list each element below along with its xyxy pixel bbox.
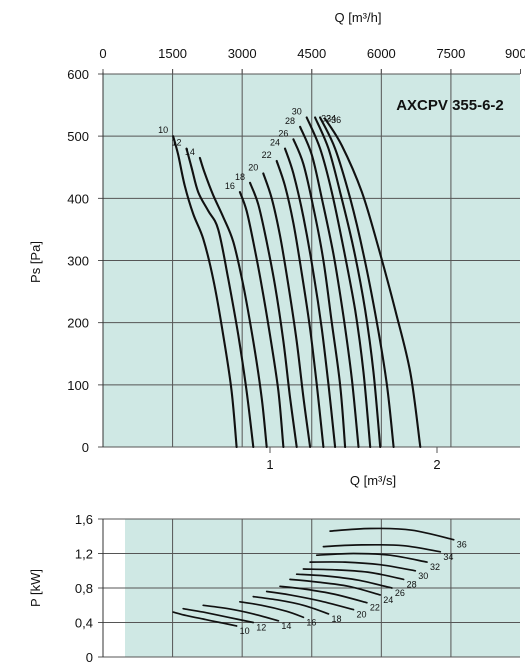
power-y-axis-title: P [kW] (28, 569, 43, 607)
pressure-curve-18 (248, 181, 298, 449)
power-curve-22 (279, 585, 368, 604)
power-curve-20 (265, 590, 355, 611)
power-curve-10 (172, 611, 238, 627)
pressure-curve-14 (198, 156, 268, 449)
power-curve-label-28: 28 (407, 579, 417, 589)
y-tick-label: 0 (82, 440, 89, 455)
power-curve-label-36: 36 (457, 540, 467, 550)
power-curve-label-14: 14 (281, 621, 291, 631)
pressure-curve-26 (292, 138, 347, 449)
pressure-curve-label-16: 16 (225, 181, 235, 191)
power-y-tick-label: 1,2 (75, 547, 93, 562)
x2-axis-title: Q [m³/h] (335, 10, 382, 25)
y-tick-label: 200 (67, 316, 89, 331)
power-curve-36 (329, 527, 455, 541)
pressure-curve-label-30: 30 (292, 107, 302, 117)
pressure-curve-label-20: 20 (248, 162, 258, 172)
power-curve-label-16: 16 (306, 617, 316, 627)
power-curve-label-34: 34 (443, 552, 453, 562)
power-curve-30 (309, 561, 417, 572)
pressure-curve-16 (238, 191, 285, 449)
pressure-curve-28 (299, 125, 360, 449)
pressure-curve-24 (283, 147, 337, 449)
pressure-curve-36 (324, 117, 422, 449)
x2-tick-label: 6000 (367, 46, 396, 61)
pressure-curve-label-18: 18 (235, 172, 245, 182)
power-curve-label-20: 20 (357, 610, 367, 620)
power-curve-label-24: 24 (383, 595, 393, 605)
pressure-curve-34 (319, 116, 395, 449)
power-curve-32 (315, 552, 428, 563)
x2-tick-label: 0 (99, 46, 106, 61)
power-curve-label-30: 30 (418, 571, 428, 581)
power-curve-label-12: 12 (256, 623, 266, 633)
y-tick-label: 600 (67, 67, 89, 82)
pressure-curve-label-10: 10 (158, 125, 168, 135)
power-curve-label-10: 10 (240, 626, 250, 636)
power-y-tick-label: 0,8 (75, 581, 93, 596)
pressure-curve-20 (262, 172, 312, 449)
power-curve-label-18: 18 (331, 614, 341, 624)
x2-tick-label: 7500 (436, 46, 465, 61)
power-y-tick-label: 1,6 (75, 512, 93, 527)
y-axis-title: Ps [Pa] (28, 241, 43, 283)
y-tick-label: 500 (67, 129, 89, 144)
power-curve-12 (182, 607, 255, 624)
x-tick-label: 2 (433, 457, 440, 472)
power-curve-16 (239, 600, 305, 619)
power-y-tick-label: 0,4 (75, 616, 93, 631)
pressure-curve-label-26: 26 (278, 128, 288, 138)
pressure-curve-10 (172, 135, 238, 449)
power-curve-label-26: 26 (395, 588, 405, 598)
chart-title: AXCPV 355-6-2 (396, 97, 504, 114)
power-curve-26 (295, 573, 393, 589)
x2-tick-label: 3000 (228, 46, 257, 61)
y-tick-label: 300 (67, 254, 89, 269)
power-y-tick-label: 0 (86, 650, 93, 665)
power-curve-28 (302, 568, 405, 581)
pressure-curve-22 (275, 159, 325, 449)
power-curve-label-32: 32 (430, 562, 440, 572)
pressure-curve-32 (314, 116, 382, 449)
pressure-curve-label-24: 24 (270, 138, 280, 148)
x-tick-label: 1 (266, 457, 273, 472)
x2-tick-label: 4500 (297, 46, 326, 61)
x2-tick-label: 1500 (158, 46, 187, 61)
pressure-curve-30 (305, 116, 372, 449)
pressure-curve-label-12: 12 (171, 138, 181, 148)
power-curve-24 (289, 578, 382, 596)
power-curve-label-22: 22 (370, 603, 380, 613)
pressure-curve-label-28: 28 (285, 116, 295, 126)
power-curve-chart: 00,40,81,21,6P [kW]10 12 14 16 18 20222426283… (28, 512, 520, 665)
pressure-curve-label-14: 14 (185, 147, 195, 157)
pressure-curve-label-36: 36 (331, 115, 341, 125)
x-axis-title: Q [m³/s] (350, 473, 396, 488)
power-curve-18 (252, 595, 330, 615)
y-tick-label: 100 (67, 378, 89, 393)
y-tick-label: 400 (67, 191, 89, 206)
pressure-curve-12 (185, 147, 255, 449)
pressure-curve-label-22: 22 (262, 150, 272, 160)
pressure-curve-label-34: 34 (326, 114, 336, 124)
x2-tick-label: 9000 (505, 46, 525, 61)
power-curve-34 (322, 543, 442, 553)
power-curve-14 (202, 604, 280, 622)
